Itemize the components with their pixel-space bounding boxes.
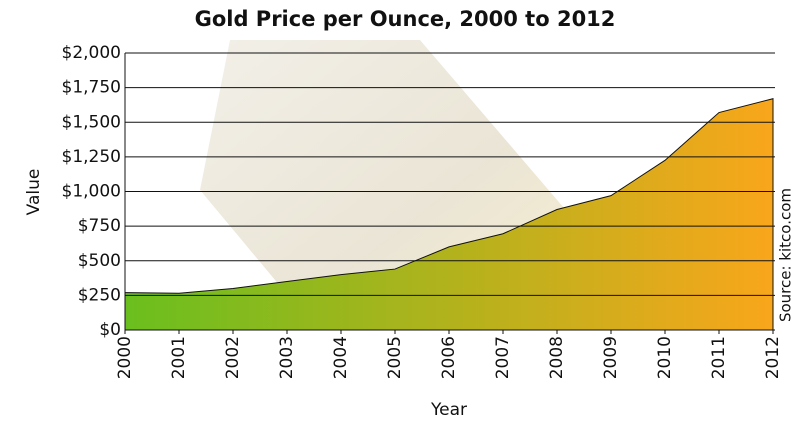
source-note: Source: kitco.com [777,188,795,322]
x-tick-label: 2002 [223,336,243,379]
x-tick-label: 2000 [115,336,135,379]
x-axis-label: Year [430,400,467,420]
chart: Gold Price per Ounce, 2000 to 2012 Value… [0,0,805,425]
y-tick-label: $1,000 [62,182,121,202]
y-tick-label: $2,000 [62,43,121,63]
x-tick-label: 2010 [655,336,675,379]
chart-title: Gold Price per Ounce, 2000 to 2012 [195,7,616,31]
y-tick-label: $1,250 [62,147,121,167]
x-tick-label: 2001 [169,336,189,379]
x-tick-label: 2005 [385,336,405,379]
x-tick-label: 2004 [331,336,351,379]
y-axis-label: Value [24,169,44,216]
x-tick-label: 2012 [763,336,783,379]
y-tick-label: $1,750 [62,78,121,98]
x-tick-label: 2007 [493,336,513,379]
x-tick-label: 2006 [439,336,459,379]
x-tick-label: 2011 [709,336,729,379]
x-tick-label: 2008 [547,336,567,379]
y-tick-label: $750 [78,216,121,236]
y-tick-label: $250 [78,285,121,305]
y-tick-label: $1,500 [62,112,121,132]
x-tick-label: 2003 [277,336,297,379]
x-tick-label: 2009 [601,336,621,379]
y-tick-label: $500 [78,251,121,271]
